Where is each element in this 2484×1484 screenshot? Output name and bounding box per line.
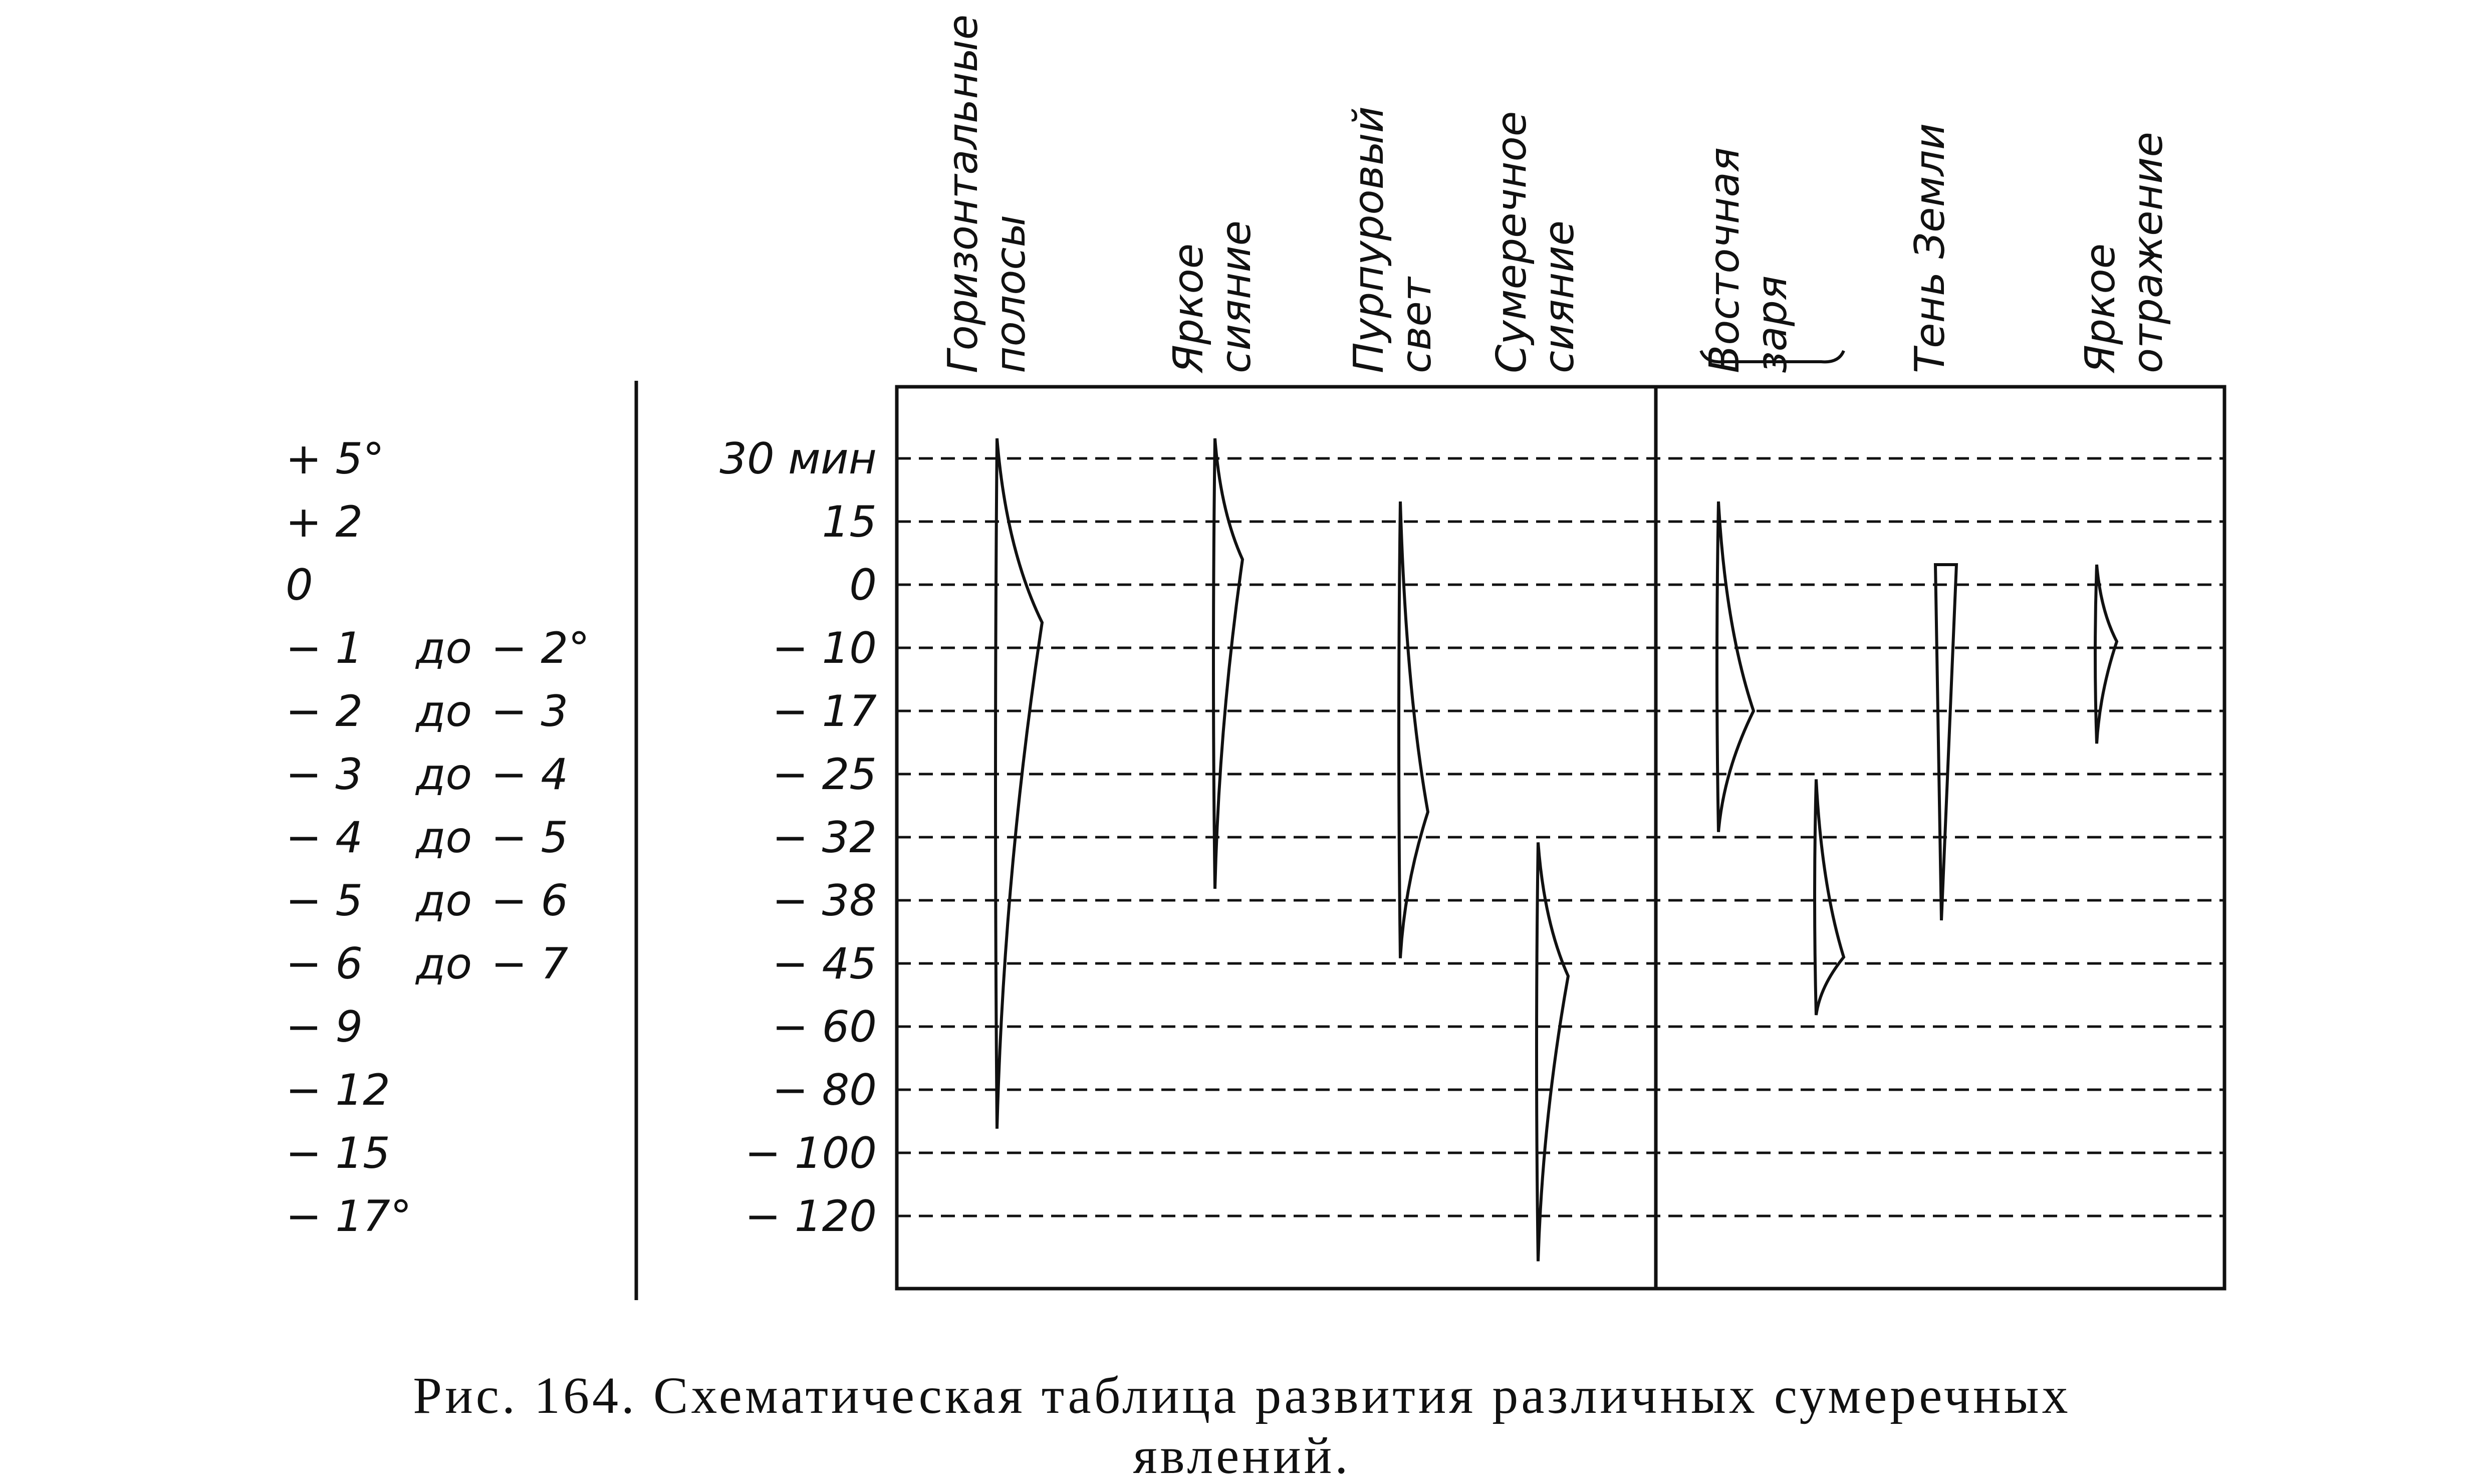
- column-heading: Пурпуровый свет: [1345, 106, 1440, 373]
- time-label: 0: [849, 560, 877, 610]
- heading-brace: [1699, 350, 1845, 364]
- altitude-label: − 5: [491, 813, 568, 863]
- phenomenon-shape: [2094, 564, 2119, 744]
- column-heading: Яркое сияние: [1165, 220, 1260, 374]
- column-heading-line: Тень Земли: [1906, 123, 1954, 373]
- altitude-label: − 1: [286, 623, 363, 673]
- time-label: − 80: [772, 1065, 877, 1115]
- column-heading: Восточная заря: [1701, 147, 1796, 373]
- phenomenon-shape: [1813, 779, 1846, 1016]
- phenomenon-shape: [994, 438, 1044, 1129]
- altitude-label: − 4: [491, 750, 568, 800]
- phenomenon-shape: [1212, 438, 1245, 889]
- altitude-label: − 17°: [286, 1191, 412, 1242]
- column-heading-line: отражение: [2124, 132, 2172, 373]
- phenomenon-shape: [1715, 501, 1756, 832]
- time-label: − 45: [772, 939, 877, 989]
- altitude-label: до: [415, 686, 472, 736]
- time-label: − 32: [772, 813, 877, 863]
- time-label: − 120: [744, 1191, 877, 1242]
- column-heading-line: полосы: [987, 215, 1035, 373]
- altitude-label: − 5: [286, 876, 363, 926]
- phenomenon-shape: [1535, 842, 1570, 1262]
- column-heading-line: Пурпуровый: [1345, 106, 1393, 373]
- altitude-label: + 2: [286, 497, 363, 547]
- column-heading: Горизонтальные полосы: [939, 15, 1035, 373]
- column-heading-line: сияние: [1212, 220, 1260, 373]
- altitude-label: до: [415, 939, 472, 989]
- time-label: − 10: [772, 623, 877, 673]
- altitude-label: + 5°: [286, 434, 384, 484]
- altitude-label: − 3: [491, 686, 568, 736]
- altitude-label: − 2°: [491, 623, 590, 673]
- altitude-label: − 12: [286, 1065, 390, 1115]
- column-heading-line: Яркое: [1165, 243, 1212, 374]
- column-heading: Тень Земли: [1906, 123, 1954, 373]
- altitude-label: − 4: [286, 813, 363, 863]
- phenomenon-shape: [1397, 501, 1430, 958]
- column-heading-line: Восточная: [1701, 147, 1749, 373]
- time-label: − 17: [772, 686, 877, 736]
- phenomenon-shape: [1933, 563, 1958, 921]
- altitude-label: − 3: [286, 750, 363, 800]
- time-label: 30 мин: [719, 434, 877, 484]
- column-heading-line: свет: [1393, 276, 1440, 373]
- altitude-label: до: [415, 623, 472, 673]
- altitude-label: − 6: [491, 876, 568, 926]
- time-label: − 25: [772, 750, 877, 800]
- altitude-label: − 2: [286, 686, 363, 736]
- altitude-label: до: [415, 876, 472, 926]
- column-heading: Сумеречное сияние: [1488, 111, 1583, 373]
- altitude-label: − 6: [286, 939, 363, 989]
- column-heading-line: Горизонтальные: [939, 15, 987, 373]
- time-label: 15: [822, 497, 877, 547]
- altitude-label: до: [415, 750, 472, 800]
- altitude-label: 0: [286, 560, 313, 610]
- column-heading: Яркое отражение: [2077, 132, 2172, 374]
- time-label: − 60: [772, 1002, 877, 1052]
- caption-line-2: явлений.: [1133, 1427, 1351, 1484]
- column-heading-line: заря: [1749, 276, 1796, 373]
- altitude-label: − 9: [286, 1002, 363, 1052]
- column-heading-line: Сумеречное: [1488, 111, 1536, 373]
- time-label: − 100: [744, 1128, 877, 1178]
- column-heading-line: сияние: [1536, 220, 1583, 373]
- time-label: − 38: [772, 876, 877, 926]
- caption-line-1: Рис. 164. Схематическая таблица развития…: [413, 1367, 2071, 1424]
- altitude-label: до: [415, 813, 472, 863]
- column-heading-line: Яркое: [2077, 243, 2124, 374]
- altitude-label: − 15: [286, 1128, 390, 1178]
- altitude-label: − 7: [491, 939, 568, 989]
